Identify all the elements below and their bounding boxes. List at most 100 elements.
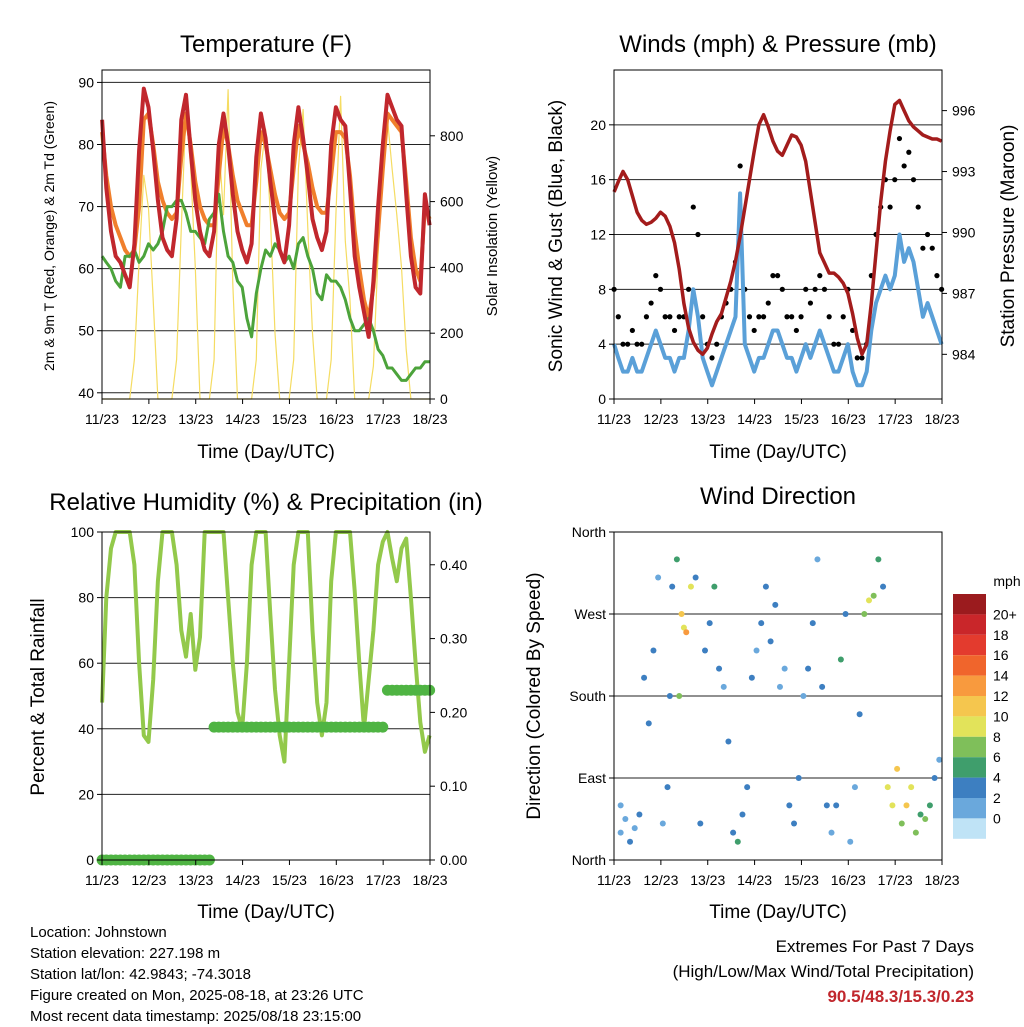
direction-point (814, 556, 821, 563)
direction-point (903, 802, 910, 809)
direction-point (922, 816, 929, 822)
humidity-y-right-tick-label: 0.30 (440, 631, 467, 647)
x-tick-label-humidity: 11/23 (85, 872, 119, 888)
station-location: Location: Johnstown (30, 924, 167, 941)
direction-y-tick-label: North (572, 852, 606, 868)
x-tick-label-temperature: 15/23 (272, 411, 307, 427)
winds-y-tick-label: 8 (598, 281, 606, 297)
gust-point (789, 314, 795, 320)
x-tick-label-humidity: 13/23 (178, 872, 213, 888)
humidity-y-right-tick-label: 0.10 (440, 778, 467, 794)
gust-point (840, 314, 846, 320)
direction-point (631, 825, 638, 832)
x-tick-label-winds: 11/23 (597, 411, 631, 427)
legend-label: 18 (993, 627, 1009, 643)
x-tick-label-direction: 14/23 (737, 872, 772, 888)
gust-point (756, 314, 762, 320)
legend-swatch (953, 614, 986, 635)
direction-point (627, 838, 634, 845)
x-tick-label-winds: 18/23 (924, 411, 959, 427)
direction-point (865, 597, 872, 604)
winds-y-tick-label: 16 (590, 172, 606, 188)
direction-panel: Wind Direction North East South West North 11… (524, 483, 1021, 923)
direction-point (767, 638, 774, 645)
winds-xlabel: Time (Day/UTC) (709, 442, 847, 463)
direction-point (748, 674, 755, 681)
direction-point (917, 811, 924, 818)
winds-ylabel-right: Station Pressure (Maroon) (998, 125, 1019, 348)
gust-point (765, 300, 771, 306)
direction-point (655, 574, 662, 581)
gust-point (803, 286, 809, 292)
direction-point (650, 647, 657, 654)
legend-swatch (953, 594, 986, 615)
x-tick-label-humidity: 14/23 (225, 872, 260, 888)
x-tick-label-winds: 13/23 (690, 411, 725, 427)
humidity-plot-frame (101, 531, 431, 861)
gust-point (859, 355, 865, 361)
humidity-y-tick-label: 0 (86, 852, 94, 868)
direction-point (898, 820, 905, 827)
direction-point (622, 816, 629, 822)
winds-y-right-tick-label: 996 (952, 103, 976, 119)
gust-point (854, 355, 860, 361)
gust-point (648, 300, 654, 306)
direction-point (617, 802, 624, 809)
direction-point (664, 784, 671, 791)
gust-point (690, 204, 696, 210)
direction-point (701, 647, 708, 654)
x-tick-label-direction: 17/23 (878, 872, 913, 888)
direction-point (894, 765, 901, 772)
gust-point (709, 355, 715, 361)
legend-label: 16 (993, 647, 1009, 663)
gust-point (685, 286, 692, 292)
direction-point (795, 775, 802, 781)
direction-point (730, 829, 737, 836)
temperature-plot-frame (101, 69, 431, 400)
gust-point (896, 135, 903, 142)
winds-y-right-tick-label: 993 (952, 164, 976, 180)
gust-point (653, 273, 659, 279)
gust-point (700, 314, 706, 320)
x-tick-label-temperature: 13/23 (178, 411, 213, 427)
direction-point (636, 811, 643, 818)
winds-y-right-tick-label: 987 (952, 285, 976, 301)
speed-legend: mph 20+ 18 16 14 12 10 8 6 4 2 0 (953, 573, 1021, 839)
gust-point (826, 314, 832, 320)
extremes-values: 90.5/48.3/15.3/0.23 (827, 987, 974, 1006)
gust-point (737, 163, 743, 169)
humidity-y-right-tick-label: 0.00 (440, 852, 467, 868)
precip-point (377, 721, 389, 733)
x-tick-label-humidity: 16/23 (319, 872, 354, 888)
direction-point (645, 720, 652, 727)
x-tick-label-temperature: 16/23 (319, 411, 354, 427)
direction-point (706, 620, 713, 627)
winds-y-tick-label: 0 (598, 391, 606, 407)
direction-point (837, 656, 844, 663)
winds-y-tick-label: 20 (590, 117, 606, 133)
winds-y-right-tick-label: 984 (952, 346, 976, 362)
temperature-ylabel: 2m & 9m T (Red, Orange) & 2m Td (Green) (41, 101, 57, 371)
direction-point (666, 693, 673, 699)
gust-point (798, 314, 804, 320)
gust-point (924, 231, 931, 238)
direction-point (823, 802, 830, 809)
gust-point (620, 341, 626, 347)
gust-point (629, 327, 635, 334)
gust-point (746, 314, 753, 320)
gust-point (835, 341, 842, 347)
direction-point (776, 683, 783, 690)
gust-point (657, 286, 664, 292)
temperature-ylabel-right: Solar Insolation (Yellow) (484, 156, 501, 316)
x-tick-label-direction: 16/23 (831, 872, 866, 888)
humidity-y-right-tick-label: 0.20 (440, 704, 467, 720)
humidity-panel: Relative Humidity (%) & Precipitation (i… (28, 489, 483, 923)
legend-label: 10 (993, 708, 1009, 724)
direction-point (720, 683, 727, 690)
extremes-box: Extremes For Past 7 Days (High/Low/Max W… (673, 934, 974, 1009)
gust-point (775, 273, 781, 279)
humidity-y-tick-label: 20 (78, 786, 94, 802)
direction-point (851, 784, 858, 791)
legend-label: 2 (993, 790, 1001, 806)
extremes-title: Extremes For Past 7 Days (775, 937, 974, 956)
